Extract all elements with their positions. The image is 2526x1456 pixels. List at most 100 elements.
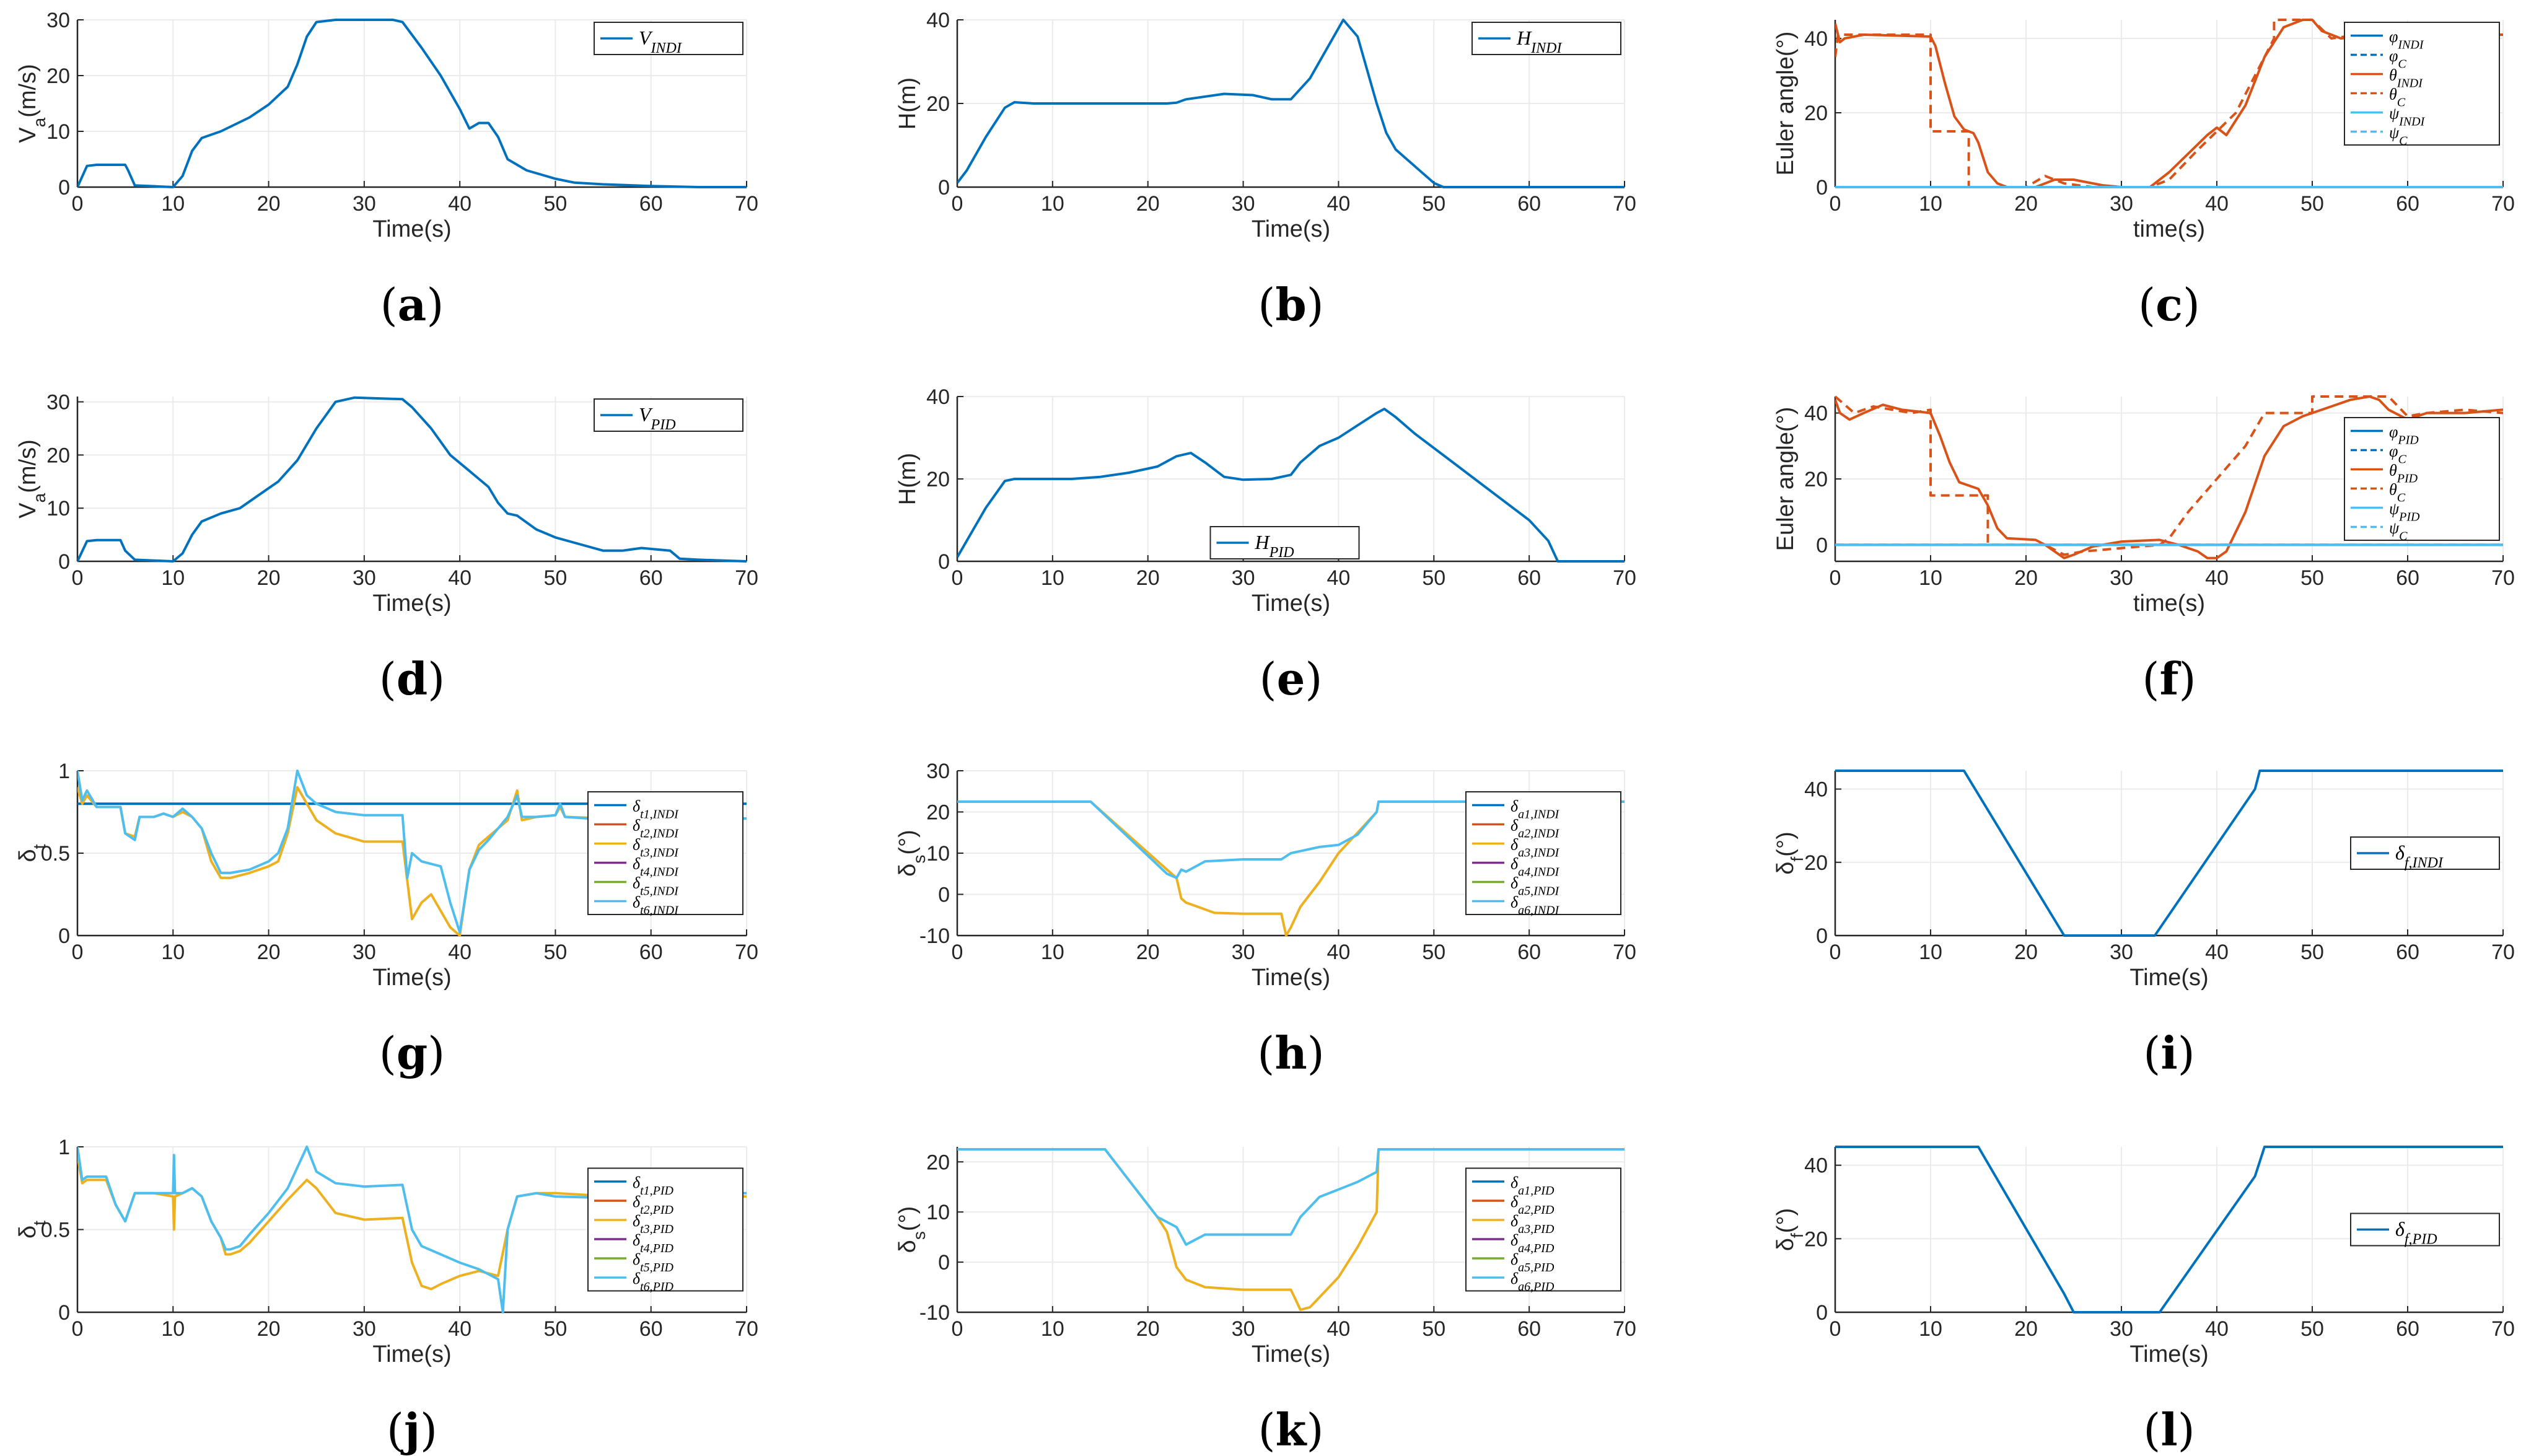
legend-entry: ψINDI [2389, 105, 2426, 129]
x-tick-label: 50 [2300, 941, 2324, 964]
y-tick-label: 20 [926, 801, 950, 825]
legend-entry: δa6,PID [1511, 1270, 1555, 1294]
y-tick-label: 1 [58, 1136, 70, 1159]
legend: HINDI [1471, 22, 1621, 56]
y-axis-label: δs(°) [895, 1206, 929, 1253]
series-line--_t6-INDI [77, 770, 747, 934]
y-tick-label: 20 [1804, 1227, 1828, 1251]
x-axis-label: Time(s) [2129, 1341, 2208, 1367]
series-line--_PID [1835, 395, 2503, 559]
legend-entry: θPID [2389, 462, 2418, 486]
series-line--_INDI [1835, 19, 2503, 188]
chart-panel-g: 0 10 20 30 40 50 60 70 0 0.5 1 Time(s) δt δt1,INDIδt2… [15, 760, 758, 1079]
legend-entry: δt5,PID [633, 1250, 674, 1274]
x-tick-label: 60 [639, 192, 663, 216]
x-tick-label: 10 [1041, 941, 1064, 964]
x-tick-label: 40 [1327, 941, 1351, 964]
x-tick-label: 0 [1830, 566, 1841, 590]
y-tick-label: 0 [938, 176, 950, 200]
series-line--_a6-INDI [957, 800, 1625, 879]
legend-entry: δt1,INDI [633, 797, 679, 822]
chart-panel-j: 0 10 20 30 40 50 60 70 0 0.5 1 Time(s) δt δt1,PIDδt2,… [15, 1136, 758, 1456]
y-tick-label: 1 [58, 760, 70, 783]
x-tick-label: 70 [735, 566, 758, 590]
series-line--_a6-PID [957, 1148, 1625, 1246]
x-tick-label: 0 [952, 1317, 963, 1341]
y-tick-label: 30 [46, 9, 70, 32]
legend: VPID [594, 398, 743, 433]
x-tick-label: 40 [448, 192, 471, 216]
x-tick-label: 60 [1517, 941, 1541, 964]
legend-entry: θC [2389, 481, 2406, 505]
legend-entry: δa2,INDI [1511, 817, 1560, 841]
x-tick-label: 20 [257, 192, 281, 216]
legend-entry: ψC [2389, 124, 2408, 148]
y-axis-label: δf(°) [1773, 831, 1807, 874]
series-line--_C [1835, 395, 2503, 556]
y-axis-label: Va(m/s) [15, 64, 49, 143]
legend-entry: θC [2389, 86, 2406, 110]
x-tick-label: 50 [2300, 192, 2324, 216]
x-tick-label: 40 [1327, 1317, 1351, 1341]
y-tick-label: 0 [938, 884, 950, 907]
y-tick-label: 20 [46, 64, 70, 88]
x-tick-label: 70 [735, 941, 758, 964]
x-tick-label: 60 [639, 566, 663, 590]
x-tick-label: 50 [544, 192, 568, 216]
y-tick-label: 0 [58, 550, 70, 574]
y-axis-label: δt [15, 1221, 49, 1239]
x-tick-label: 50 [1422, 566, 1445, 590]
legend-entry: φINDI [2389, 28, 2424, 52]
x-axis-label: Time(s) [372, 1341, 451, 1367]
panel-caption: (h) [1257, 1027, 1325, 1079]
x-axis-label: time(s) [2133, 590, 2205, 616]
y-tick-label: 0 [58, 924, 70, 948]
x-tick-label: 70 [2491, 1317, 2515, 1341]
x-tick-label: 40 [448, 1317, 471, 1341]
x-tick-label: 20 [2014, 941, 2038, 964]
y-tick-label: 10 [926, 842, 950, 866]
x-tick-label: 50 [2300, 1317, 2324, 1341]
x-tick-label: 70 [2491, 192, 2515, 216]
legend-entry: θINDI [2389, 66, 2423, 90]
y-tick-label: 0 [938, 1251, 950, 1274]
y-tick-label: 0 [1816, 176, 1828, 200]
legend-entry: φPID [2389, 423, 2419, 447]
x-tick-label: 60 [2396, 941, 2419, 964]
x-tick-label: 60 [1517, 566, 1541, 590]
x-tick-label: 20 [257, 941, 281, 964]
y-axis-label: δf(°) [1773, 1208, 1807, 1251]
y-axis-label: δt [15, 844, 49, 862]
y-tick-label: 20 [1804, 851, 1828, 875]
x-axis-label: Time(s) [1252, 216, 1330, 242]
y-tick-label: 20 [926, 1151, 950, 1174]
y-tick-label: 0.5 [41, 1219, 70, 1242]
x-tick-label: 70 [1613, 941, 1636, 964]
x-tick-label: 30 [2110, 1317, 2133, 1341]
x-axis-label: Time(s) [372, 216, 451, 242]
x-tick-label: 40 [448, 566, 471, 590]
y-axis-label: H(m) [895, 453, 921, 505]
y-axis-label: Va(m/s) [15, 439, 49, 518]
y-tick-label: 10 [46, 497, 70, 520]
y-tick-label: 0 [1816, 924, 1828, 948]
x-tick-label: 40 [2205, 1317, 2229, 1341]
legend-entry: δa4,PID [1511, 1231, 1555, 1255]
legend-entry: ψC [2389, 519, 2408, 543]
panel-caption: (i) [2143, 1027, 2195, 1079]
x-tick-label: 20 [1136, 1317, 1160, 1341]
x-tick-label: 50 [2300, 566, 2324, 590]
x-tick-label: 70 [1613, 1317, 1636, 1341]
legend-entry: HPID [1255, 531, 1294, 561]
y-tick-label: 40 [1804, 402, 1828, 426]
x-tick-label: 10 [1041, 1317, 1064, 1341]
y-tick-label: 40 [1804, 27, 1828, 51]
legend-entry: VPID [639, 403, 676, 433]
y-axis-label: Euler angle(°) [1773, 32, 1799, 176]
x-tick-label: 0 [952, 192, 963, 216]
panel-caption: (g) [379, 1027, 445, 1079]
legend-entry: δa5,INDI [1511, 874, 1560, 898]
x-tick-label: 30 [1232, 192, 1255, 216]
